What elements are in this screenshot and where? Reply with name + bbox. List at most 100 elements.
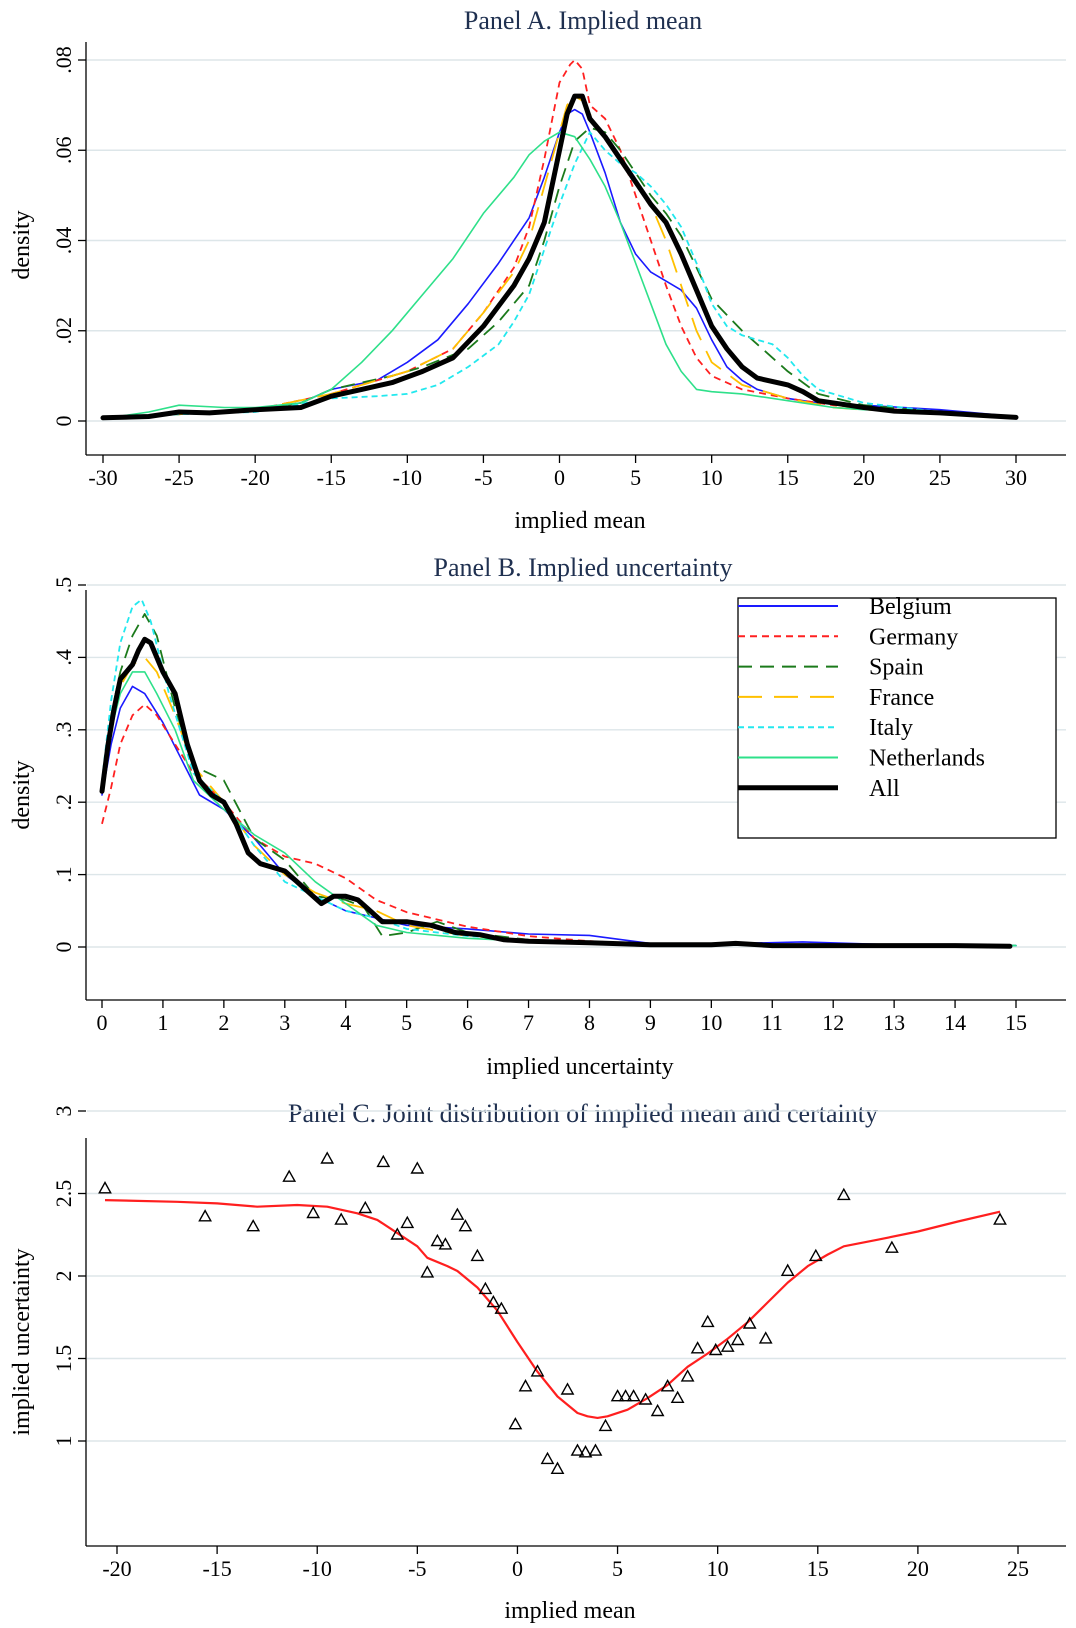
b-x-tick-label: 6 [462,1010,473,1035]
a-y-tick-label: .06 [51,137,76,165]
c-scatter-point [680,1369,695,1382]
legend-label-france: France [869,685,934,711]
c-y-tick-label: 3 [51,1106,76,1117]
c-scatter-point [458,1219,473,1232]
a-y-tick-label: .04 [51,227,76,255]
c-scatter-point [430,1233,445,1247]
panel-c-y-ticks: 1 1.5 2 2.5 3 [51,1106,86,1447]
c-x-tick-label: 0 [512,1556,523,1581]
c-scatter-point [885,1240,899,1253]
panel-b-y-axis-label: density [9,760,35,829]
a-series-line-germany [102,59,1017,420]
c-x-tick-label: -5 [408,1556,426,1581]
panel-a-title: Panel A. Implied mean [464,6,702,35]
b-series-line-germany [101,703,1017,947]
c-scatter-point [486,1294,501,1308]
c-scatter-point [438,1237,453,1250]
b-y-tick-label: .5 [51,577,76,594]
c-x-tick-label: 15 [807,1556,829,1581]
c-scatter-point [650,1403,665,1417]
a-y-tick-label: 0 [51,416,76,427]
b-x-tick-label: 8 [584,1010,595,1035]
a-x-tick-label: 0 [554,465,565,490]
a-series-line-netherlands [102,131,1017,420]
c-scatter-point [306,1205,321,1219]
b-x-tick-label: 7 [523,1010,534,1035]
c-scatter-point [690,1341,705,1354]
panel-c-y-axis-label: implied uncertainty [9,1248,35,1435]
legend-label-belgium: Belgium [869,594,952,620]
panel-b-legend: Belgium Germany Spain France Italy Netherland… [737,594,1057,839]
c-scatter-point [708,1342,723,1356]
a-x-tick-label: -20 [241,465,270,490]
a-series-line-spain [102,126,1017,420]
a-x-tick-label: 30 [1005,465,1027,490]
legend-label-netherlands: Netherlands [869,746,985,772]
c-scatter-point [540,1451,555,1465]
a-x-tick-label: 15 [777,465,799,490]
panel-a-y-ticks: 0 .02 .04 .06 .08 [51,46,86,427]
b-x-tick-label: 2 [218,1010,229,1035]
panel-a-series [100,59,1019,421]
c-scatter-point [993,1212,1007,1225]
b-x-tick-label: 12 [822,1010,844,1035]
c-scatter-point [598,1418,613,1432]
b-x-tick-label: 15 [1005,1010,1027,1035]
panel-c-x-axis-label: implied mean [504,1598,635,1624]
c-scatter-point [780,1263,795,1277]
panel-a-x-ticks: -30 -25 -20 -15 -10 -5 0 5 10 15 20 25 30 [88,455,1027,490]
b-x-tick-label: 0 [97,1010,108,1035]
c-scatter-point [670,1390,685,1404]
c-scatter-point [334,1212,349,1225]
panel-b-series [99,598,1017,949]
c-scatter-point [320,1151,335,1164]
b-x-tick-label: 5 [401,1010,412,1035]
c-scatter-point [198,1209,212,1222]
b-y-tick-label: .2 [51,794,76,811]
a-y-tick-label: .08 [51,46,76,74]
c-scatter-point [730,1332,745,1346]
c-scatter-point [246,1219,261,1232]
b-x-tick-label: 1 [157,1010,168,1035]
legend-label-italy: Italy [869,715,913,741]
a-x-tick-label: 5 [630,465,641,490]
c-scatter-point [358,1200,373,1214]
c-x-tick-label: -15 [202,1556,231,1581]
c-scatter-point [610,1389,625,1402]
panel-c-scatter-points [98,1151,1007,1475]
c-scatter-point [282,1169,297,1182]
c-scatter-point [518,1379,533,1392]
c-x-tick-label: -20 [102,1556,131,1581]
c-x-tick-label: -10 [303,1556,332,1581]
c-scatter-point [494,1301,509,1314]
c-scatter-point [570,1443,585,1456]
panel-c-gridlines [87,1110,1066,1442]
c-scatter-point [618,1389,633,1402]
c-scatter-point [376,1154,391,1168]
c-scatter-point [450,1207,465,1220]
c-y-tick-label: 1.5 [51,1345,76,1373]
legend-label-all: All [869,776,900,802]
a-series-line-italy [102,131,1017,420]
panel-c-x-ticks: -20 -15 -10 -5 0 5 10 15 20 25 [102,1546,1029,1581]
c-scatter-point [400,1215,415,1229]
panel-c-title: Panel C. Joint distribution of implied m… [288,1099,878,1128]
a-x-tick-label: -10 [393,465,422,490]
c-scatter-point [758,1331,773,1344]
c-scatter-point [626,1389,641,1402]
b-x-tick-label: 4 [340,1010,351,1035]
b-x-tick-label: 14 [944,1010,966,1035]
a-y-tick-label: .02 [51,317,76,345]
panel-c-fit-line [104,1199,1001,1419]
b-y-tick-label: .3 [51,722,76,739]
legend-box [737,597,1057,839]
c-scatter-point [478,1281,493,1295]
c-scatter-point [410,1161,425,1174]
a-x-tick-label: 10 [701,465,723,490]
legend-label-spain: Spain [869,655,924,681]
panel-c-joint-distribution: Panel C. Joint distribution of implied m… [9,1099,1066,1624]
c-scatter-point [638,1392,653,1405]
b-y-tick-label: .1 [51,866,76,883]
b-x-tick-label: 3 [279,1010,290,1035]
